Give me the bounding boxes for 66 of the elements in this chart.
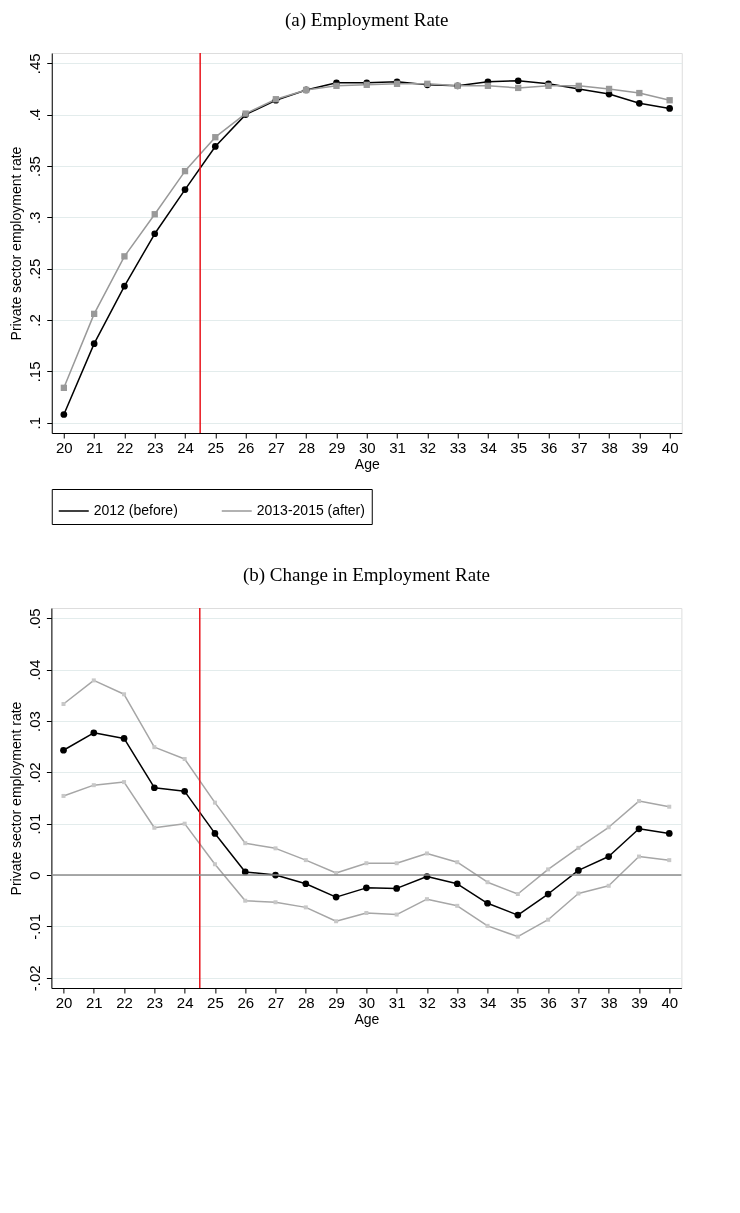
y-tick-label: .04 xyxy=(25,659,43,681)
x-tick-label: 37 xyxy=(570,438,588,456)
x-tick-label: 30 xyxy=(358,438,376,456)
x-tick-label: 26 xyxy=(237,993,255,1011)
x-tick-label: 28 xyxy=(297,993,315,1011)
x-tick-label: 24 xyxy=(177,438,194,456)
y-tick-label: .05 xyxy=(25,608,43,630)
x-tick-label: 29 xyxy=(328,993,345,1011)
x-tick-label: 26 xyxy=(237,438,255,456)
x-tick-label: 29 xyxy=(328,438,346,456)
y-tick-label: -.02 xyxy=(25,965,43,992)
y-tick-label: -.01 xyxy=(25,913,43,940)
y-tick-label: .02 xyxy=(25,762,43,784)
x-tick-label: 38 xyxy=(600,993,618,1011)
x-tick-label: 39 xyxy=(631,438,649,456)
x-tick-label: 23 xyxy=(146,438,164,456)
y-tick-label: .25 xyxy=(26,258,44,280)
x-tick-label: 25 xyxy=(207,438,225,456)
y-tick-label: .4 xyxy=(26,108,44,122)
x-tick-label: 20 xyxy=(55,993,73,1011)
chart-title: (b) Change in Employment Rate xyxy=(242,564,490,587)
y-tick-label: .01 xyxy=(25,813,43,835)
x-tick-label: 22 xyxy=(116,993,133,1011)
x-tick-label: 34 xyxy=(480,438,497,456)
x-tick-label: 32 xyxy=(419,438,437,456)
x-tick-label: 32 xyxy=(419,993,436,1011)
x-tick-label: 36 xyxy=(540,438,558,456)
x-tick-label: 37 xyxy=(570,993,588,1011)
y-tick-label: .03 xyxy=(25,711,43,732)
x-tick-label: 20 xyxy=(56,438,73,456)
x-tick-label: 31 xyxy=(389,438,406,456)
x-tick-label: 33 xyxy=(449,438,467,456)
x-tick-label: 27 xyxy=(267,993,285,1011)
y-tick-label: .35 xyxy=(26,156,44,177)
y-tick-label: 0 xyxy=(25,871,43,880)
x-tick-label: 25 xyxy=(207,993,224,1011)
x-tick-label: 28 xyxy=(298,438,316,456)
x-tick-label: 36 xyxy=(540,993,557,1011)
x-tick-label: 33 xyxy=(449,993,467,1011)
y-tick-label: .1 xyxy=(26,416,44,430)
x-tick-label: 38 xyxy=(601,438,618,456)
x-tick-label: 31 xyxy=(388,993,406,1011)
x-tick-label: 21 xyxy=(85,993,103,1011)
x-tick-label: 21 xyxy=(86,438,103,456)
y-tick-label: .3 xyxy=(26,211,44,225)
y-tick-label: .2 xyxy=(26,314,44,327)
x-tick-label: 39 xyxy=(631,993,648,1011)
x-tick-label: 24 xyxy=(176,993,194,1011)
x-tick-label: 35 xyxy=(510,438,528,456)
x-tick-label: 34 xyxy=(479,993,497,1011)
x-tick-label: 40 xyxy=(661,993,679,1011)
x-tick-label: 22 xyxy=(116,438,134,456)
legend-label: 2013-2015 (after) xyxy=(256,502,365,518)
chart-title: (a) Employment Rate xyxy=(284,9,449,32)
x-tick-label: 30 xyxy=(358,993,376,1011)
x-axis-title: Age xyxy=(354,455,380,472)
y-axis-title: Private sector employment rate xyxy=(8,146,25,341)
legend-label: 2012 (before) xyxy=(93,502,178,518)
x-tick-label: 23 xyxy=(146,993,164,1011)
x-axis-title: Age xyxy=(354,1010,380,1027)
x-tick-label: 35 xyxy=(509,993,527,1011)
y-tick-label: .15 xyxy=(26,361,44,383)
x-tick-label: 40 xyxy=(661,438,679,456)
y-tick-label: .45 xyxy=(26,53,44,75)
y-axis-title: Private sector employment rate xyxy=(7,701,24,896)
x-tick-label: 27 xyxy=(268,438,285,456)
